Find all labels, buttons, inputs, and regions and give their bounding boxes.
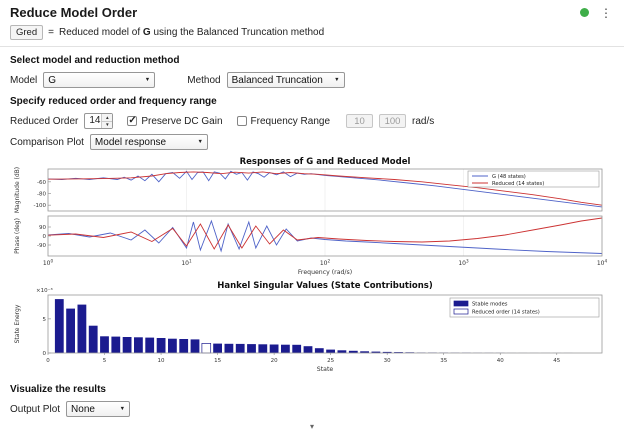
- svg-text:101: 101: [181, 259, 192, 268]
- stepper-up-icon[interactable]: ▲: [102, 114, 112, 122]
- preserve-dc-gain-label: Preserve DC Gain: [141, 116, 222, 127]
- svg-text:-60: -60: [37, 180, 46, 186]
- summary-text: Reduced model of G using the Balanced Tr…: [59, 27, 324, 38]
- svg-text:5: 5: [103, 358, 107, 364]
- svg-text:Reduced (14 states): Reduced (14 states): [492, 181, 544, 187]
- chevron-down-icon: ▼: [197, 139, 202, 145]
- order-frequency-row: Reduced Order 14 ▲ ▼ Preserve DC Gain Fr…: [10, 113, 614, 129]
- method-label: Method: [187, 75, 220, 86]
- reduce-model-order-task: Reduce Model Order ⋮ Gred = Reduced mode…: [0, 0, 624, 431]
- preserve-dc-gain-checkbox[interactable]: [127, 116, 137, 126]
- task-header: Reduce Model Order ⋮: [10, 5, 614, 20]
- svg-text:State: State: [317, 366, 334, 373]
- svg-text:10: 10: [158, 358, 165, 364]
- method-dropdown[interactable]: Balanced Truncation▼: [227, 72, 345, 88]
- status-green-icon: [580, 8, 589, 17]
- responses-chart: Responses of G and Reduced Model -100 -80 -…: [10, 155, 614, 277]
- task-menu-icon[interactable]: ⋮: [600, 8, 612, 18]
- page-title: Reduce Model Order: [10, 5, 137, 20]
- stepper-down-icon[interactable]: ▼: [102, 122, 112, 129]
- svg-text:40: 40: [497, 358, 504, 364]
- comparison-plot-label: Comparison Plot: [10, 137, 84, 148]
- equals-sign: =: [48, 27, 54, 38]
- svg-text:State Energy: State Energy: [14, 304, 21, 343]
- model-method-row: Model G▼ Method Balanced Truncation▼: [10, 72, 614, 88]
- section-specify-heading: Specify reduced order and frequency rang…: [10, 96, 614, 107]
- chevron-down-icon: ▼: [145, 77, 150, 83]
- output-plot-row: Output Plot None▼: [10, 401, 614, 417]
- svg-text:-90: -90: [37, 243, 46, 249]
- model-label: Model: [10, 75, 37, 86]
- hankel-singular-values-chart: Hankel Singular Values (State Contributi…: [10, 279, 614, 376]
- svg-text:Magnitude (dB): Magnitude (dB): [14, 167, 21, 213]
- svg-text:0: 0: [43, 234, 47, 240]
- frequency-max-field[interactable]: 100: [379, 114, 406, 128]
- svg-text:Stable modes: Stable modes: [472, 302, 508, 308]
- header-divider: [0, 46, 624, 47]
- svg-text:102: 102: [320, 259, 331, 268]
- comparison-plot-dropdown[interactable]: Model response▼: [90, 134, 208, 150]
- frequency-min-field[interactable]: 10: [346, 114, 373, 128]
- svg-text:Responses of G and Reduced Mod: Responses of G and Reduced Model: [240, 157, 411, 167]
- svg-text:15: 15: [214, 358, 221, 364]
- chevron-down-icon: ▼: [334, 77, 339, 83]
- reduced-order-stepper[interactable]: 14 ▲ ▼: [84, 113, 113, 129]
- frequency-range-checkbox[interactable]: [237, 116, 247, 126]
- output-variable-field[interactable]: Gred: [10, 25, 43, 40]
- svg-text:Hankel Singular Values (State: Hankel Singular Values (State Contributi…: [217, 281, 433, 291]
- frequency-range-label: Frequency Range: [251, 116, 331, 127]
- reduced-order-label: Reduced Order: [10, 116, 78, 127]
- svg-text:0: 0: [43, 351, 47, 357]
- svg-text:104: 104: [597, 259, 608, 268]
- output-plot-label: Output Plot: [10, 404, 60, 415]
- comparison-plot-row: Comparison Plot Model response▼: [10, 134, 614, 150]
- svg-text:45: 45: [553, 358, 560, 364]
- model-dropdown[interactable]: G▼: [43, 72, 155, 88]
- svg-text:×10⁻³: ×10⁻³: [36, 287, 53, 294]
- frequency-unit-label: rad/s: [412, 116, 434, 127]
- svg-text:Phase (deg): Phase (deg): [14, 218, 21, 254]
- svg-text:20: 20: [271, 358, 278, 364]
- collapse-task-arrow[interactable]: ▾: [10, 422, 614, 431]
- svg-text:100: 100: [43, 259, 54, 268]
- section-visualize-heading: Visualize the results: [10, 384, 614, 395]
- svg-text:Reduced order (14 states): Reduced order (14 states): [472, 310, 540, 316]
- svg-text:-80: -80: [37, 192, 46, 198]
- svg-text:Frequency (rad/s): Frequency (rad/s): [298, 269, 352, 276]
- svg-text:G (48 states): G (48 states): [492, 174, 526, 180]
- svg-text:103: 103: [458, 259, 469, 268]
- svg-text:0: 0: [46, 358, 50, 364]
- svg-text:5: 5: [43, 317, 47, 323]
- svg-text:90: 90: [39, 225, 46, 231]
- svg-text:35: 35: [440, 358, 447, 364]
- output-plot-dropdown[interactable]: None▼: [66, 401, 130, 417]
- svg-text:30: 30: [384, 358, 391, 364]
- task-summary: Gred = Reduced model of G using the Bala…: [10, 25, 614, 40]
- svg-text:-100: -100: [34, 203, 47, 209]
- section-select-heading: Select model and reduction method: [10, 55, 614, 66]
- svg-text:25: 25: [327, 358, 334, 364]
